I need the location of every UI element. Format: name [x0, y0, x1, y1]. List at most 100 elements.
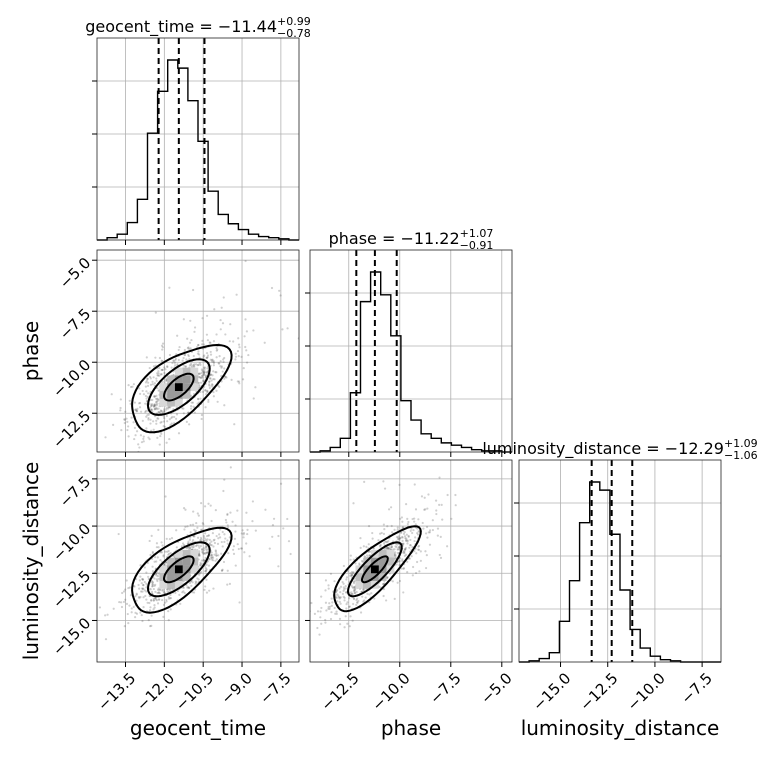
sample-point	[154, 597, 157, 600]
sample-point	[244, 345, 247, 349]
sample-point	[157, 411, 161, 414]
sample-point	[157, 587, 160, 590]
sample-point	[158, 443, 161, 446]
sample-point	[393, 548, 396, 551]
sample-point	[198, 573, 201, 576]
sample-point	[182, 412, 185, 415]
sample-point	[348, 597, 351, 600]
histogram-bar	[421, 434, 431, 452]
sample-point	[181, 591, 184, 594]
y-tick-label: −15.0	[49, 614, 94, 659]
sample-point	[186, 337, 189, 340]
sample-point	[224, 375, 227, 379]
sample-point	[357, 599, 360, 603]
sample-point	[152, 599, 155, 602]
sample-point	[400, 531, 403, 534]
sample-point	[169, 608, 172, 611]
sample-point	[386, 547, 389, 550]
sample-point	[395, 546, 398, 549]
density-peak	[174, 383, 183, 391]
sample-point	[204, 545, 207, 548]
sample-point	[154, 596, 157, 600]
sample-point	[157, 598, 160, 601]
sample-point	[168, 418, 171, 421]
sample-point	[141, 578, 145, 581]
sample-point	[200, 559, 203, 562]
sample-point	[361, 560, 364, 563]
sample-point	[389, 546, 392, 549]
sample-point	[171, 361, 174, 365]
sample-point	[144, 402, 147, 405]
sample-point	[161, 348, 164, 351]
sample-point	[171, 415, 174, 419]
sample-point	[194, 580, 197, 583]
sample-point	[383, 487, 387, 490]
sample-point	[157, 591, 161, 594]
sample-point	[119, 398, 122, 401]
sample-point	[182, 356, 185, 360]
sample-point	[387, 508, 391, 511]
sample-point	[402, 567, 406, 570]
sample-point	[316, 610, 320, 613]
sample-point	[277, 565, 280, 568]
sample-point	[168, 286, 171, 289]
sample-point	[228, 340, 231, 343]
sample-point	[228, 536, 231, 539]
sample-point	[135, 599, 138, 602]
sample-point	[183, 528, 186, 531]
sample-point	[147, 418, 150, 421]
density-cell	[182, 375, 191, 384]
sample-point	[205, 535, 209, 538]
sample-point	[163, 417, 166, 420]
sample-point	[153, 395, 156, 398]
sample-point	[151, 398, 154, 402]
sample-point	[166, 550, 169, 553]
sample-point	[193, 411, 196, 414]
sample-point	[178, 345, 181, 349]
sample-point	[337, 594, 340, 597]
sample-point	[155, 394, 158, 398]
sample-point	[219, 536, 222, 539]
sample-point	[425, 554, 428, 557]
sample-point	[190, 405, 193, 408]
sample-point	[164, 368, 167, 371]
sample-point	[350, 591, 353, 594]
sample-point	[211, 383, 214, 386]
sample-point	[390, 545, 393, 548]
sample-point	[420, 495, 424, 498]
histogram-bar	[570, 581, 580, 662]
sample-point	[380, 531, 383, 535]
sample-point	[402, 550, 405, 553]
sample-point	[203, 366, 206, 369]
sample-point	[210, 379, 213, 382]
sample-point	[216, 400, 219, 403]
sample-point	[352, 589, 356, 593]
sample-point	[142, 596, 145, 599]
sample-point	[201, 550, 204, 553]
sample-point	[382, 594, 385, 598]
sample-point	[363, 599, 366, 602]
sample-point	[149, 377, 152, 380]
sample-point	[191, 523, 195, 526]
histogram-line-phase	[310, 271, 512, 453]
sample-point	[220, 540, 223, 544]
sample-point	[328, 607, 331, 611]
sample-point	[148, 609, 152, 612]
sample-point	[404, 537, 407, 540]
sample-point	[163, 591, 166, 594]
sample-point	[199, 545, 202, 548]
sample-point	[206, 560, 210, 563]
sample-point	[150, 579, 153, 583]
sample-point	[236, 380, 239, 383]
sample-point	[163, 409, 166, 412]
sample-point	[145, 582, 148, 585]
sample-point	[155, 377, 158, 380]
sample-point	[350, 584, 353, 587]
sample-point	[185, 420, 188, 423]
sample-point	[210, 553, 213, 557]
sample-point	[197, 552, 201, 556]
sample-point	[110, 393, 113, 396]
sample-point	[215, 349, 218, 352]
sample-point	[156, 591, 159, 595]
sample-point	[207, 400, 210, 403]
